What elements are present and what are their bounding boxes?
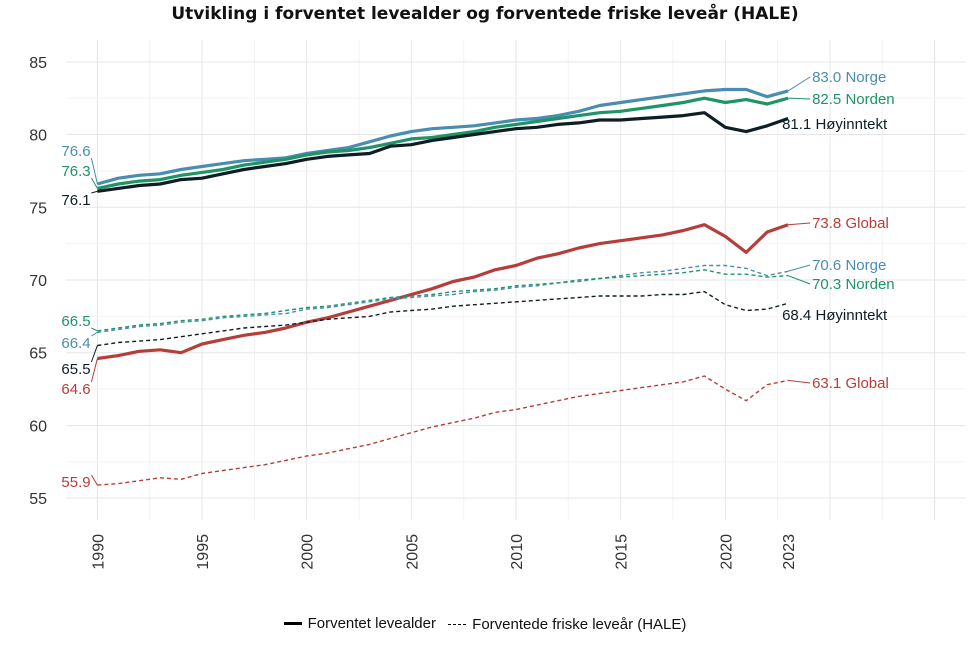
y-tick-label: 65 <box>29 346 47 363</box>
x-tick-label: 2005 <box>404 534 421 570</box>
start-label-leader <box>91 331 98 337</box>
x-tick-label: 2020 <box>718 534 735 570</box>
start-value-label: 66.4 <box>61 335 90 352</box>
series-line-levealder-hoyinntekt <box>97 111 789 193</box>
end-value-label: 82.5 Norden <box>812 91 895 108</box>
end-value-label: 63.1 Global <box>812 375 889 392</box>
end-value-label: 70.6 Norge <box>812 257 886 274</box>
grid <box>66 40 966 520</box>
y-tick-label: 80 <box>29 128 47 145</box>
end-value-label: 73.8 Global <box>812 215 889 232</box>
start-value-label: 76.3 <box>61 163 90 180</box>
start-label-leader <box>90 358 98 383</box>
end-value-label: 81.1 Høyinntekt <box>782 116 888 133</box>
legend-label: Forventede friske leveår (HALE) <box>472 616 687 633</box>
legend-label: Forventet levealder <box>307 615 436 632</box>
x-tick-label: 2010 <box>509 534 526 570</box>
end-label-leader <box>787 264 811 272</box>
y-tick-label: 55 <box>29 491 47 508</box>
legend-solid-line-icon <box>283 622 302 625</box>
series-line-hale-norge <box>97 264 789 334</box>
legend-item-solid: Forventet levealder <box>283 615 436 632</box>
start-label-leader <box>91 327 98 332</box>
chart-legend: Forventet levealder Forventede friske le… <box>0 612 970 633</box>
series-line-hale-global <box>97 375 789 486</box>
axis-labels: 55 60 65 70 75 80 85 1990 1995 2000 2005 2010 2015 20… <box>29 55 798 570</box>
end-label-leader <box>788 222 811 226</box>
start-value-label: 76.6 <box>61 143 90 160</box>
start-value-label: 55.9 <box>61 474 90 491</box>
end-value-label: 70.3 Norden <box>812 276 895 293</box>
x-tick-label: 2000 <box>300 534 317 570</box>
y-tick-label: 85 <box>29 55 47 72</box>
series-line-hale-hoyinntekt <box>97 290 789 347</box>
start-label-leader <box>90 177 98 189</box>
legend-item-dashed: Forventede friske leveår (HALE) <box>448 616 686 633</box>
start-value-label: 65.5 <box>61 361 90 378</box>
legend-dashed-line-icon <box>448 624 467 625</box>
x-tick-label: 2023 <box>781 534 798 570</box>
start-value-label: 76.1 <box>61 192 90 209</box>
end-label-leader <box>788 379 811 384</box>
y-tick-label: 70 <box>29 273 47 290</box>
start-label-leader <box>90 474 98 486</box>
end-value-label: 68.4 Høyinntekt <box>782 307 888 324</box>
start-value-label: 66.5 <box>61 313 90 330</box>
x-tick-label: 1990 <box>90 534 107 570</box>
start-label-leader <box>90 345 98 363</box>
x-tick-label: 2015 <box>614 534 631 570</box>
y-tick-label: 75 <box>29 200 47 217</box>
start-label-leader <box>91 190 98 194</box>
series-line-levealder-global <box>97 223 789 361</box>
end-label-leader <box>787 76 811 92</box>
end-label-leader <box>787 275 811 285</box>
end-label-leader <box>788 97 811 100</box>
chart-title: Utvikling i forventet levealder og forve… <box>171 4 799 24</box>
start-label-leader <box>90 157 98 185</box>
x-tick-label: 1995 <box>195 534 212 570</box>
end-value-label: 83.0 Norge <box>812 69 886 86</box>
series-lines <box>96 87 789 486</box>
series-line-levealder-norden <box>97 96 789 190</box>
series-line-hale-norden <box>97 269 789 332</box>
start-value-label: 64.6 <box>61 381 90 398</box>
y-tick-label: 60 <box>29 418 47 435</box>
data-labels: 76.6 76.3 76.1 64.6 66.4 66.5 65.5 55.9 83.0 Nor… <box>61 69 894 491</box>
series-line-levealder-norge <box>96 87 789 186</box>
